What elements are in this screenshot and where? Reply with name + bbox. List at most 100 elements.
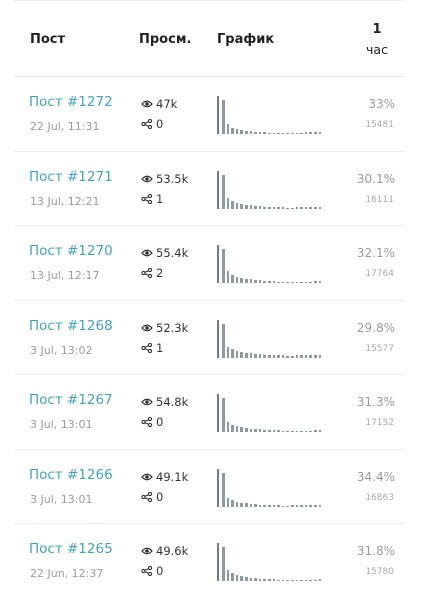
sparkline-bar — [231, 201, 234, 209]
post-hour-count: 15577 — [365, 343, 394, 354]
sparkline-bar — [268, 430, 271, 432]
post-sparkline — [217, 245, 329, 283]
sparkline-bar — [240, 427, 243, 432]
post-hour-percent: 29.8% — [356, 320, 395, 335]
post-title-link[interactable]: Пост #1265 — [29, 541, 113, 557]
sparkline-bar — [268, 505, 271, 507]
post-row[interactable]: Пост #1271 13 Jul, 12:21 53.5k 1 30.1% 1… — [0, 152, 433, 226]
post-views: 49.1k — [141, 470, 188, 484]
sparkline-bar — [314, 354, 317, 358]
sparkline-axis — [217, 468, 219, 507]
sparkline-bar — [258, 354, 262, 358]
post-hour-count: 17764 — [365, 269, 394, 279]
post-row[interactable]: Пост #1265 22 Jun, 12:37 49.6k 0 31.8% 1… — [0, 524, 433, 599]
sparkline-bar — [263, 280, 266, 283]
sparkline-bars — [222, 320, 329, 358]
sparkline-bar — [254, 205, 257, 209]
sparkline-bar — [235, 351, 239, 358]
sparkline-bar — [254, 504, 257, 507]
sparkline-bar — [268, 354, 271, 358]
sparkline-bar — [272, 505, 276, 507]
post-views-value: 49.1k — [156, 469, 189, 484]
sparkline-bar — [286, 355, 289, 358]
sparkline-bar — [226, 346, 230, 358]
post-row[interactable]: Пост #1270 13 Jul, 12:17 55.4k 2 32.1% 1… — [0, 226, 433, 301]
post-row[interactable]: Пост #1266 3 Jul, 13:01 49.1k 0 34.4% 16… — [0, 450, 433, 524]
sparkline-bar — [249, 279, 253, 283]
sparkline-bar — [291, 355, 294, 358]
post-shares: 1 — [141, 341, 163, 355]
post-hour-percent: 32.1% — [356, 246, 395, 260]
sparkline-bar — [318, 281, 322, 283]
post-row[interactable]: Пост #1268 3 Jul, 13:02 52.3k 1 29.8% 15… — [0, 301, 433, 375]
sparkline-axis — [217, 96, 219, 134]
post-sparkline — [217, 96, 329, 134]
post-title-link[interactable]: Пост #1267 — [29, 392, 113, 408]
sparkline-bar — [295, 207, 299, 209]
post-hour-percent: 34.4% — [356, 469, 395, 484]
row-divider — [14, 448, 405, 450]
post-views-value: 47k — [156, 97, 178, 111]
sparkline-bars — [222, 171, 329, 209]
sparkline-bar — [222, 472, 225, 507]
post-shares-value: 0 — [156, 564, 164, 578]
sparkline-bar — [258, 206, 262, 209]
sparkline-bar — [235, 575, 239, 581]
post-row[interactable]: Пост #1267 3 Jul, 13:01 54.8k 0 31.3% 17… — [0, 375, 433, 450]
sparkline-bar — [222, 100, 225, 134]
post-title-link[interactable]: Пост #1271 — [29, 168, 113, 185]
sparkline-bar — [231, 274, 234, 283]
sparkline-bar — [254, 578, 257, 581]
sparkline-bar — [309, 354, 312, 358]
sparkline-bar — [314, 132, 317, 134]
sparkline-bar — [281, 505, 285, 507]
sparkline-bar — [314, 430, 317, 432]
sparkline-bar — [245, 278, 248, 283]
sparkline-bars — [222, 543, 329, 581]
post-views: 55.4k — [141, 246, 188, 260]
table-header: Пост Просм. График 1 час — [0, 14, 433, 76]
post-shares-value: 0 — [156, 415, 164, 429]
post-date: 3 Jul, 13:02 — [30, 343, 93, 357]
sparkline-bar — [240, 277, 243, 283]
post-title-link[interactable]: Пост #1268 — [29, 317, 113, 334]
sparkline-bar — [245, 427, 248, 432]
post-hour-count: 15780 — [365, 567, 394, 577]
sparkline-bar — [226, 124, 230, 134]
sparkline-bar — [309, 281, 312, 283]
column-header-views[interactable]: Просм. — [139, 32, 192, 47]
sparkline-bar — [245, 204, 248, 209]
post-title-link[interactable]: Пост #1270 — [29, 243, 113, 259]
sparkline-bar — [300, 132, 303, 134]
post-row[interactable]: Пост #1272 22 Jul, 11:31 47k 0 33% 15481 — [0, 77, 433, 152]
eye-icon — [141, 100, 153, 108]
sparkline-bars — [222, 394, 329, 432]
sparkline-bar — [291, 579, 294, 581]
row-divider — [14, 299, 405, 301]
sparkline-bar — [286, 430, 289, 432]
share-icon — [141, 268, 153, 278]
row-divider — [14, 523, 405, 524]
sparkline-bar — [281, 579, 285, 581]
post-title-link[interactable]: Пост #1272 — [29, 94, 113, 110]
column-header-hour[interactable]: 1 час — [352, 20, 402, 60]
sparkline-bar — [254, 279, 257, 283]
eye-icon — [141, 398, 153, 406]
sparkline-bar — [304, 132, 308, 134]
post-date: 13 Jul, 12:17 — [30, 269, 100, 282]
column-header-post[interactable]: Пост — [30, 32, 66, 47]
sparkline-bar — [231, 573, 234, 581]
sparkline-bar — [235, 276, 239, 283]
post-sparkline — [217, 468, 329, 507]
post-views-value: 49.6k — [156, 544, 189, 558]
post-hour-count: 15481 — [365, 120, 394, 130]
sparkline-bar — [314, 505, 317, 507]
post-date: 3 Jul, 13:01 — [30, 418, 93, 431]
sparkline-bar — [318, 354, 322, 358]
sparkline-bar — [295, 355, 299, 358]
post-title-link[interactable]: Пост #1266 — [29, 466, 113, 483]
post-shares-value: 0 — [156, 489, 164, 504]
sparkline-bar — [309, 132, 312, 134]
sparkline-bar — [295, 281, 299, 283]
post-shares: 0 — [141, 490, 163, 504]
